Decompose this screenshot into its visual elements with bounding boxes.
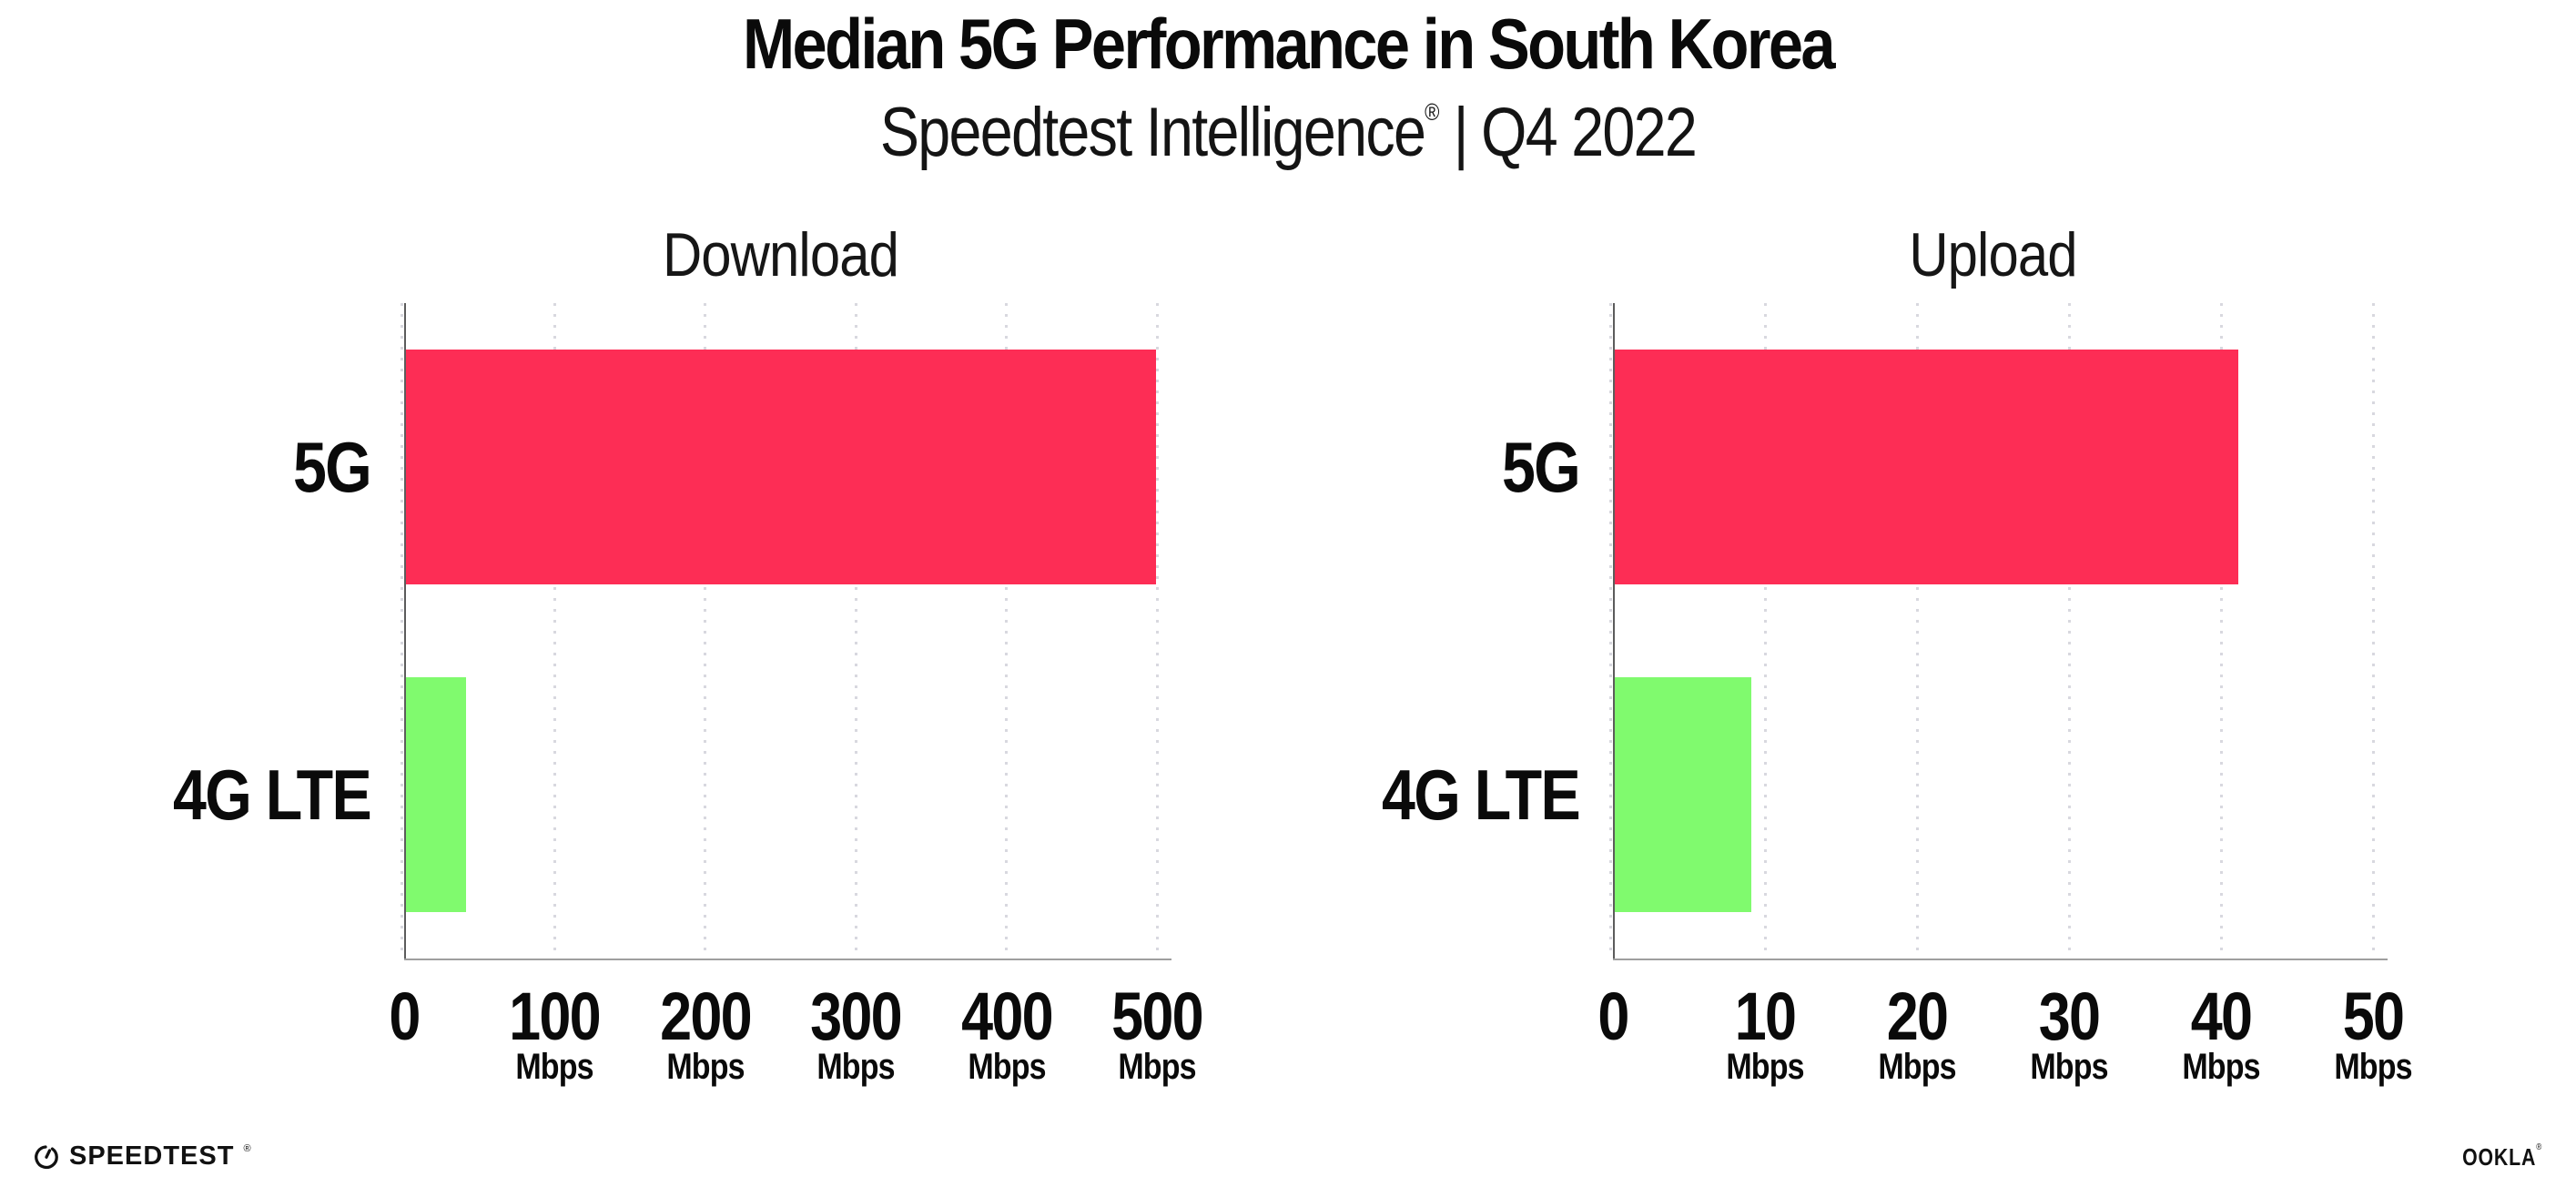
speedtest-logo-text: SPEEDTEST: [69, 1141, 235, 1171]
category-label-5g: 5G: [1501, 427, 1581, 507]
subtitle-divider: |: [1453, 94, 1469, 171]
gridline-upload-30: [2067, 303, 2071, 959]
category-label-5g: 5G: [292, 427, 372, 507]
x-tick-unit-upload-20: Mbps: [1878, 1047, 1956, 1087]
bar-upload-4g-lte: [1615, 677, 1752, 912]
ookla-registered-icon: ®: [2535, 1142, 2541, 1152]
ookla-logo-text: OOKLA: [2461, 1143, 2536, 1171]
gridline-upload-0: [1609, 303, 1612, 959]
x-tick-unit-download-200: Mbps: [666, 1047, 745, 1087]
gridline-upload-20: [1915, 303, 1919, 959]
registered-trademark-icon: ®: [1425, 98, 1440, 126]
gridline-download-300: [854, 303, 857, 959]
ookla-logo: OOKLA ®: [2461, 1142, 2541, 1171]
category-label-4g-lte: 4G LTE: [173, 755, 372, 835]
bar-download-5g: [406, 350, 1156, 584]
gridline-download-200: [704, 303, 707, 959]
x-axis-line-upload: [1613, 959, 2388, 960]
x-tick-label-download-500: 500: [1111, 979, 1204, 1054]
speedtest-registered-icon: ®: [243, 1142, 251, 1154]
speedtest-gauge-icon: [35, 1145, 58, 1170]
x-tick-unit-upload-30: Mbps: [2030, 1047, 2108, 1087]
page-subtitle: Speedtest Intelligence® | Q4 2022: [193, 95, 2383, 171]
bar-download-4g-lte: [406, 677, 467, 912]
x-tick-label-download-200: 200: [659, 979, 753, 1054]
category-label-4g-lte: 4G LTE: [1382, 755, 1581, 835]
x-tick-label-download-100: 100: [509, 979, 602, 1054]
subtitle-period: Q4 2022: [1481, 94, 1698, 171]
chart-title-upload: Upload: [1909, 220, 2077, 289]
gridline-download-100: [553, 303, 556, 959]
bar-upload-5g: [1615, 350, 2238, 584]
x-tick-unit-download-300: Mbps: [816, 1047, 896, 1087]
gridline-upload-10: [1763, 303, 1767, 959]
x-tick-unit-download-500: Mbps: [1118, 1047, 1196, 1087]
x-tick-label-upload-10: 10: [1734, 979, 1797, 1054]
x-axis-line-download: [404, 959, 1171, 960]
gridline-download-500: [1155, 303, 1159, 959]
speedtest-logo: SPEEDTEST ®: [33, 1141, 251, 1171]
gridline-download-400: [1005, 303, 1009, 959]
gridline-download-0: [401, 303, 403, 959]
x-tick-unit-download-100: Mbps: [515, 1047, 594, 1087]
gridline-upload-50: [2371, 303, 2375, 959]
x-tick-unit-download-400: Mbps: [967, 1047, 1046, 1087]
x-tick-label-download-0: 0: [389, 979, 421, 1054]
x-tick-label-download-400: 400: [960, 979, 1054, 1054]
subtitle-brand: Speedtest Intelligence: [879, 94, 1426, 171]
x-tick-unit-upload-50: Mbps: [2334, 1047, 2412, 1087]
plot-area-upload: [1613, 303, 2375, 959]
x-tick-unit-upload-10: Mbps: [1726, 1047, 1804, 1087]
x-tick-label-upload-20: 20: [1886, 979, 1949, 1054]
x-tick-label-upload-40: 40: [2190, 979, 2253, 1054]
x-tick-label-download-300: 300: [810, 979, 903, 1054]
x-tick-label-upload-50: 50: [2342, 979, 2405, 1054]
x-tick-label-upload-30: 30: [2038, 979, 2101, 1054]
x-tick-label-upload-0: 0: [1597, 979, 1629, 1054]
plot-area-download: [404, 303, 1159, 959]
x-tick-unit-upload-40: Mbps: [2182, 1047, 2260, 1087]
gridline-upload-40: [2219, 303, 2223, 959]
page-title: Median 5G Performance in South Korea: [743, 4, 1836, 84]
chart-title-download: Download: [662, 220, 899, 289]
